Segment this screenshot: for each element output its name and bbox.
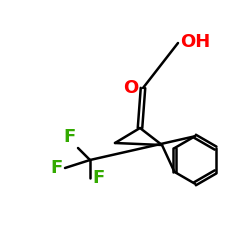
Text: O: O	[123, 79, 138, 97]
Text: F: F	[92, 169, 105, 187]
Text: F: F	[50, 159, 62, 177]
Text: OH: OH	[180, 33, 211, 51]
Text: F: F	[63, 128, 76, 146]
